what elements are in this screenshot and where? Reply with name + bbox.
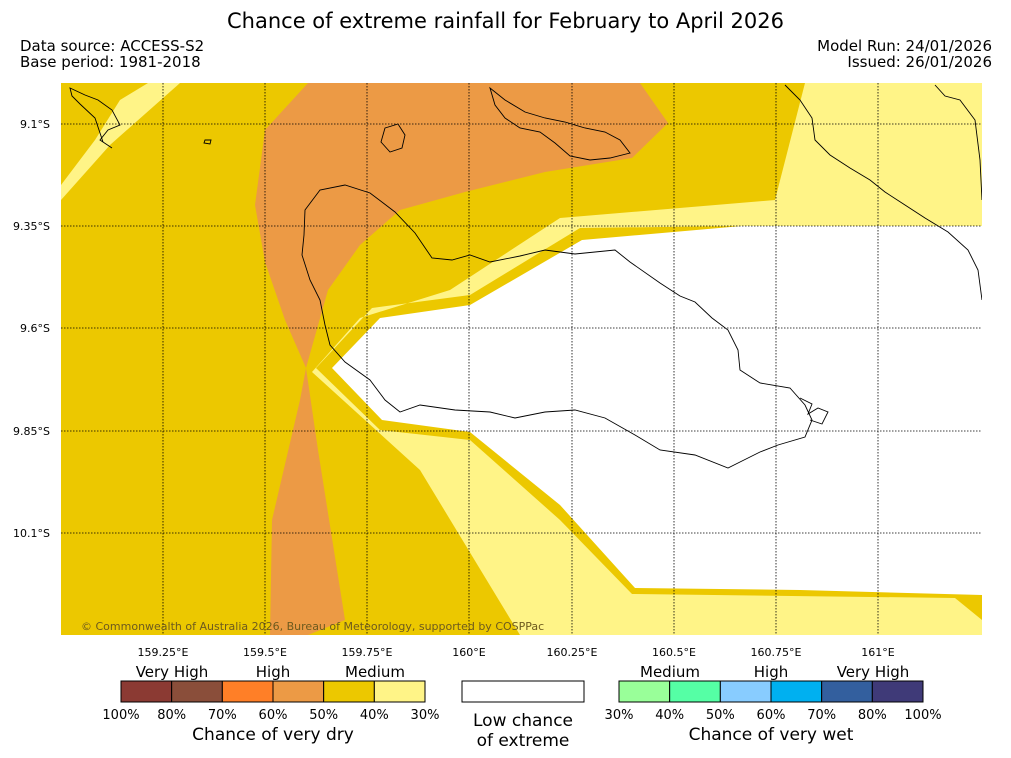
coastline-marau-islets (799, 397, 829, 425)
lat-label: 9.1°S (20, 118, 50, 131)
lon-label: 160.5°E (652, 646, 696, 659)
lon-label: 160.75°E (751, 646, 802, 659)
legend-category: High (754, 663, 788, 681)
legend-swatch (221, 680, 274, 703)
high-dry-region (255, 83, 668, 635)
wet-color-bar (618, 680, 924, 703)
data-source-info: Data source: ACCESS-S2 Base period: 1981… (20, 38, 204, 70)
coastline-islet (203, 139, 212, 145)
legend-swatch (373, 680, 426, 703)
legend-tick-label: 30% (605, 708, 634, 723)
legend-category: High (256, 663, 290, 681)
legend-tick-label: 100% (904, 708, 941, 723)
low-chance-region (332, 226, 982, 595)
lon-label: 160.25°E (547, 646, 598, 659)
legend-tick-label: 40% (360, 708, 389, 723)
issued-date: Issued: 26/01/2026 (847, 53, 992, 71)
lon-label: 160°E (452, 646, 485, 659)
legend-tick-label: 60% (259, 708, 288, 723)
dry-legend: Very High High Medium 100% 80% 70% 60% 50% 40… (102, 663, 439, 745)
dry-tick-labels: 100% 80% 70% 60% 50% 40% 30% (102, 708, 439, 723)
legend-swatch (272, 680, 325, 703)
legend-tick-label: 50% (309, 708, 338, 723)
legend-tick-label: 70% (807, 708, 836, 723)
coastline-guadalcanal (301, 184, 813, 469)
low-dry-band-east (312, 83, 982, 635)
lon-label: 159.5°E (243, 646, 287, 659)
wet-legend: Medium High Very High 30% 40% 50% 60% 70% 80%… (605, 663, 942, 745)
legend-swatch (120, 680, 173, 703)
legend-tick-label: 30% (411, 708, 440, 723)
legend-category: Medium (345, 663, 405, 681)
legend-swatch (821, 680, 873, 703)
wet-legend-caption: Chance of very wet (689, 725, 854, 745)
low-chance-legend: Low chance of extreme (461, 680, 585, 751)
lat-label: 9.85°S (13, 425, 50, 438)
legend-swatch (770, 680, 823, 703)
graticule (61, 83, 982, 635)
legend-category: Very High (837, 663, 910, 681)
legend-swatch (871, 680, 924, 703)
legend-tick-label: 60% (757, 708, 786, 723)
legend-tick-label: 80% (858, 708, 887, 723)
low-chance-swatch (461, 680, 585, 703)
lon-label: 161°E (861, 646, 894, 659)
coastlines (69, 84, 982, 469)
lat-label: 9.6°S (20, 322, 50, 335)
low-chance-caption-line1: Low chance (473, 711, 573, 731)
lat-label: 10.1°S (13, 527, 50, 540)
legend-swatch (669, 680, 721, 703)
dry-legend-caption: Chance of very dry (192, 725, 354, 745)
legend-swatch (618, 680, 671, 703)
data-source: Data source: ACCESS-S2 (20, 37, 205, 55)
legend-tick-label: 50% (706, 708, 735, 723)
lat-label: 9.35°S (13, 220, 50, 233)
dry-color-bar (120, 680, 426, 703)
low-dry-band-northwest (61, 83, 180, 200)
coastline-russell-islands (69, 87, 121, 149)
legend-swatch (171, 680, 223, 703)
wet-tick-labels: 30% 40% 50% 60% 70% 80% 100% (605, 708, 942, 723)
legend-category: Medium (640, 663, 700, 681)
legend-swatch (323, 680, 375, 703)
map-area: © Commonwealth of Australia 2026, Bureau… (61, 83, 982, 635)
legend-tick-label: 100% (102, 708, 139, 723)
model-run: Model Run: 24/01/2026 (817, 37, 992, 55)
lon-label: 159.25°E (138, 646, 189, 659)
low-chance-caption-line2: of extreme (477, 731, 570, 751)
run-info: Model Run: 24/01/2026 Issued: 26/01/2026 (817, 38, 992, 70)
lon-label: 159.75°E (342, 646, 393, 659)
copyright-credit: © Commonwealth of Australia 2026, Bureau… (81, 620, 544, 633)
legend-tick-label: 40% (655, 708, 684, 723)
base-period: Base period: 1981-2018 (20, 53, 201, 71)
coastline-malaita-north (934, 84, 982, 201)
legend-tick-label: 80% (157, 708, 186, 723)
legend-swatch (719, 680, 772, 703)
coastline-florida-islands (489, 86, 631, 161)
legend-category: Very High (136, 663, 209, 681)
legend-tick-label: 70% (208, 708, 237, 723)
coastline-malaita (784, 84, 982, 301)
map-title: Chance of extreme rainfall for February … (227, 9, 784, 33)
